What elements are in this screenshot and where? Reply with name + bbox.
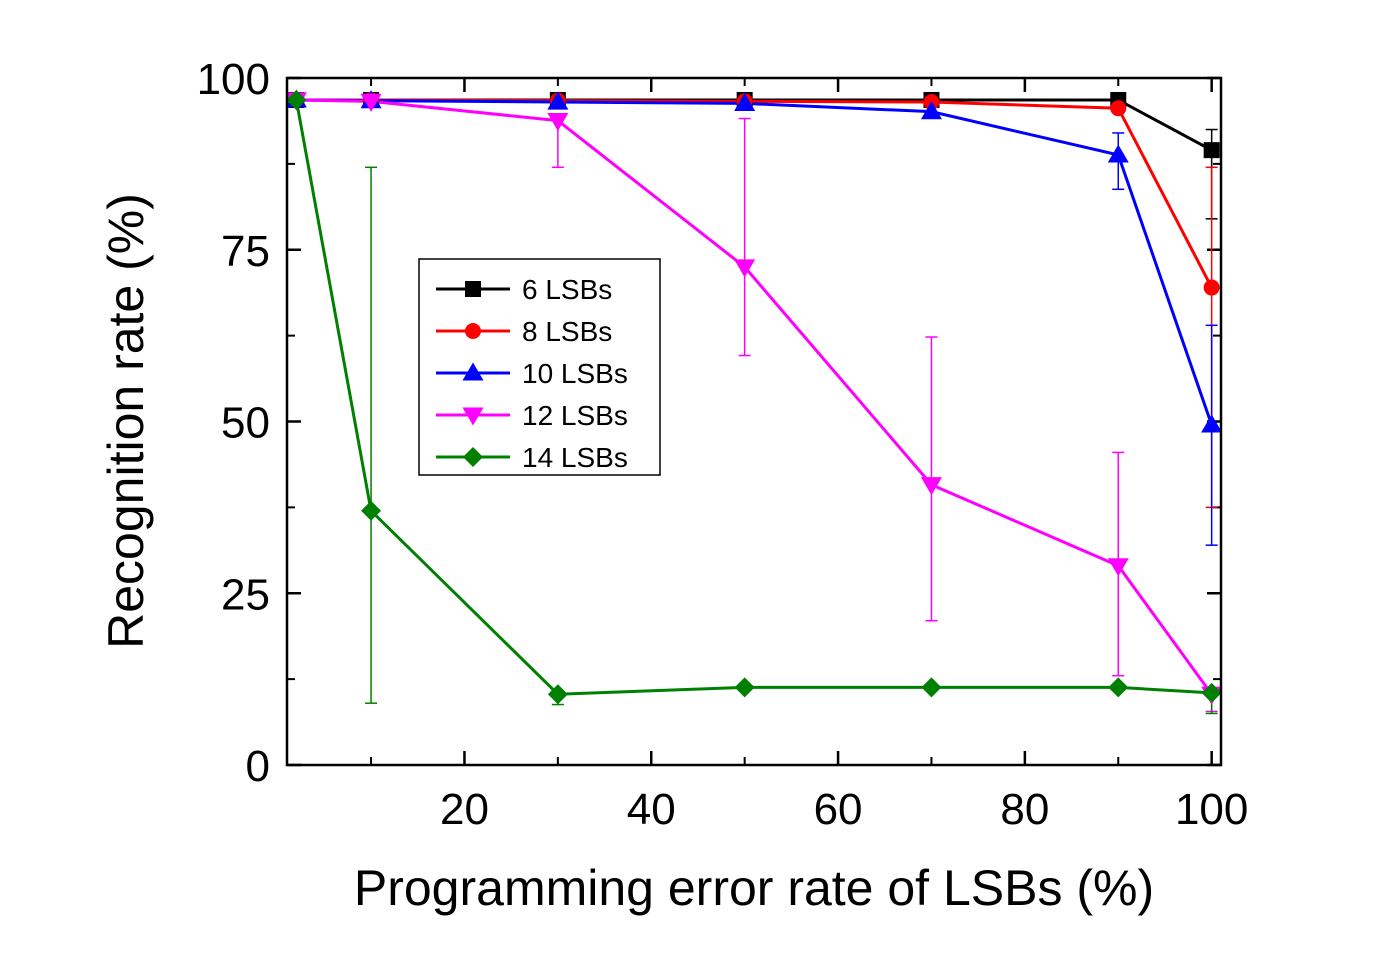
data-point-14-lsbs (286, 89, 307, 110)
legend-label-12-lsbs: 12 LSBs (522, 400, 628, 431)
legend-marker-10-lsbs (462, 362, 484, 381)
data-point-10-lsbs (1107, 144, 1129, 163)
x-axis-title: Programming error rate of LSBs (%) (354, 860, 1154, 916)
data-point-10-lsbs (547, 91, 569, 110)
data-point-14-lsbs (547, 684, 568, 705)
data-point-14-lsbs (361, 500, 382, 521)
legend-marker-6-lsbs (465, 281, 481, 297)
data-point-14-lsbs (921, 677, 942, 698)
data-point-12-lsbs (920, 477, 942, 496)
data-point-14-lsbs (1108, 677, 1129, 698)
data-point-6-lsbs (1203, 142, 1220, 159)
data-point-12-lsbs (547, 113, 569, 132)
data-point-10-lsbs (920, 101, 942, 120)
legend-marker-14-lsbs (463, 447, 483, 467)
data-point-12-lsbs (360, 93, 382, 112)
x-tick-label: 20 (440, 785, 489, 834)
legend-label-14-lsbs: 14 LSBs (522, 442, 628, 473)
data-point-14-lsbs (734, 677, 755, 698)
y-tick-label: 75 (221, 227, 270, 276)
data-point-10-lsbs (734, 92, 756, 111)
data-point-10-lsbs (1201, 414, 1223, 433)
y-axis-title: Recognition rate (%) (98, 193, 154, 649)
legend-box (418, 258, 661, 476)
x-tick-label: 100 (1175, 785, 1248, 834)
data-point-14-lsbs (1201, 682, 1222, 703)
y-tick-label: 0 (246, 742, 270, 791)
y-tick-label: 100 (197, 55, 270, 104)
y-tick-label: 50 (221, 399, 270, 448)
legend-marker-12-lsbs (462, 407, 484, 426)
legend-label-6-lsbs: 6 LSBs (522, 274, 612, 305)
error-bars (365, 117, 1218, 715)
data-point-12-lsbs (1107, 558, 1129, 577)
y-tick-label: 25 (221, 570, 270, 619)
x-tick-label: 60 (814, 785, 863, 834)
legend-label-8-lsbs: 8 LSBs (522, 316, 612, 347)
series-markers (285, 89, 1223, 705)
x-tick-label: 80 (1000, 785, 1049, 834)
legend: 6 LSBs 8 LSBs 10 LSBs 12 LSBs 14 LSBs (418, 258, 661, 476)
data-point-8-lsbs (1110, 100, 1127, 117)
x-tick-label: 40 (627, 785, 676, 834)
legend-label-10-lsbs: 10 LSBs (522, 358, 628, 389)
tick-labels: 20 40 60 80 100 0 25 50 75 100 (197, 55, 1249, 834)
data-point-12-lsbs (734, 259, 756, 278)
data-point-8-lsbs (1203, 279, 1220, 296)
legend-marker-8-lsbs (465, 323, 481, 339)
plot-frame (285, 76, 1223, 767)
